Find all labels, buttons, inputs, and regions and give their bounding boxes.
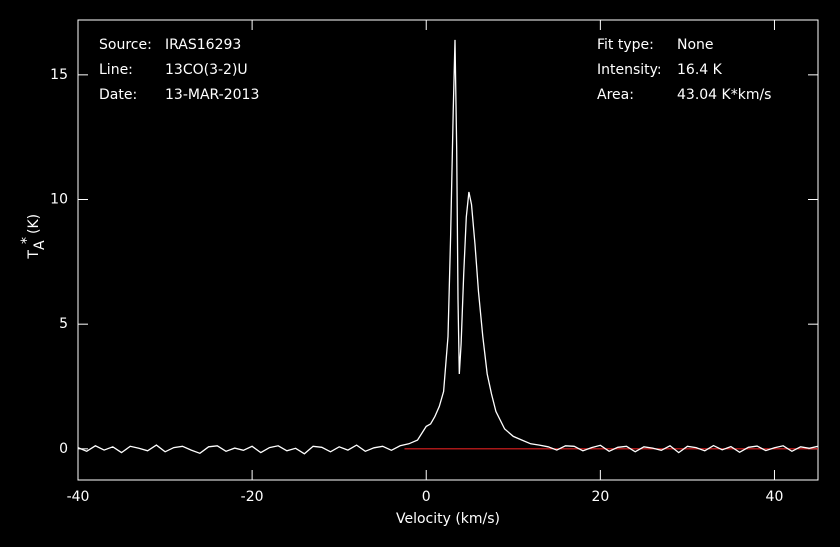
spectrum-line (77, 39, 819, 455)
y-label-sub: A (32, 240, 48, 250)
x-axis-label: Velocity (km/s) (396, 511, 500, 527)
x-tick-label: 20 (591, 489, 609, 505)
y-tick-label: 15 (50, 67, 68, 83)
info-label: Intensity: (597, 62, 662, 78)
info-value: 43.04 K*km/s (677, 87, 771, 103)
y-tick-label: 5 (59, 316, 68, 332)
y-label-sup: * (19, 237, 35, 244)
info-label: Source: (99, 37, 152, 53)
x-tick-label: -20 (241, 489, 264, 505)
info-value: 16.4 K (677, 62, 723, 78)
info-label: Line: (99, 62, 133, 78)
x-tick-label: 40 (766, 489, 784, 505)
y-tick-label: 0 (59, 441, 68, 457)
y-label-main: T (26, 250, 42, 260)
info-value: 13CO(3-2)U (165, 62, 248, 78)
y-tick-label: 10 (50, 192, 68, 208)
info-value: IRAS16293 (165, 37, 241, 53)
info-value: None (677, 37, 714, 53)
info-label: Fit type: (597, 37, 654, 53)
info-value: 13-MAR-2013 (165, 87, 259, 103)
y-axis-label: T * A (K) (19, 214, 48, 260)
info-label: Area: (597, 87, 634, 103)
x-tick-label: 0 (422, 489, 431, 505)
info-label: Date: (99, 87, 137, 103)
plot-frame (77, 19, 819, 481)
y-label-unit: (K) (26, 214, 42, 234)
x-tick-label: -40 (67, 489, 90, 505)
